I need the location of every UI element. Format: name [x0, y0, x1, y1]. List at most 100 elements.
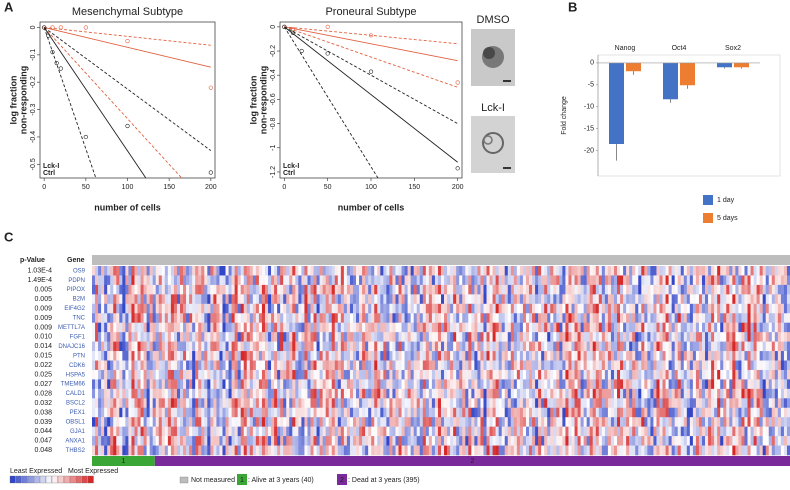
heatmap-cell: [601, 266, 606, 276]
heatmap-cell: [113, 284, 117, 295]
heatmap-cell: [428, 360, 433, 371]
heatmap-cell: [234, 266, 238, 276]
heatmap-cell: [568, 445, 572, 456]
heatmap-cell: [468, 341, 472, 352]
heatmap-cell: [207, 436, 211, 446]
heatmap-cell: [416, 275, 421, 286]
heatmap-cell: [143, 360, 147, 371]
heatmap-cell: [483, 417, 487, 427]
heatmap-cell: [644, 379, 648, 390]
heatmap-cell: [92, 388, 96, 399]
heatmap-cell: [447, 398, 451, 409]
heatmap-cell: [301, 445, 305, 456]
heatmap-cell: [532, 426, 536, 437]
heatmap-cell: [583, 369, 587, 380]
heatmap-cell: [747, 275, 751, 286]
heatmap-cell: [331, 284, 336, 295]
heatmap-cell: [416, 351, 421, 361]
heatmap-cell: [607, 284, 612, 295]
heatmap-cell: [771, 417, 776, 427]
heatmap-cell: [729, 426, 733, 437]
x-tick-label: 200: [205, 184, 217, 191]
heatmap-cell: [698, 284, 703, 295]
heatmap-cell: [510, 398, 515, 409]
heatmap-cell: [395, 294, 399, 305]
heatmap-cell: [422, 341, 427, 352]
heatmap-cell: [568, 379, 572, 390]
heatmap-cell: [592, 426, 597, 437]
heatmap-cell: [122, 436, 126, 446]
heatmap-cell: [325, 341, 330, 352]
heatmap-cell: [613, 351, 618, 361]
heatmap-cell: [762, 407, 767, 418]
heatmap-cell: [613, 417, 618, 427]
heatmap-cell: [744, 388, 748, 399]
heatmap-cell: [170, 407, 175, 418]
heatmap-cell: [683, 284, 688, 295]
heatmap-cell: [522, 303, 527, 314]
heatmap-cell: [765, 388, 770, 399]
heatmap-cell: [192, 426, 196, 437]
heatmap-cell: [231, 379, 235, 390]
heatmap-cell: [462, 379, 466, 390]
y-tick-label: -0.4: [270, 69, 277, 81]
heatmap-cell: [140, 369, 144, 380]
heatmap-cell: [134, 426, 138, 437]
heatmap-cell: [565, 275, 569, 286]
heatmap-cell: [280, 407, 284, 418]
heatmap-cell: [786, 417, 790, 427]
heatmap-cell: [680, 426, 685, 437]
heatmap-cell: [292, 388, 296, 399]
heatmap-cell: [574, 266, 578, 276]
heatmap-cell: [283, 322, 287, 333]
heatmap-cell: [677, 398, 682, 409]
heatmap-cell: [550, 275, 554, 286]
heatmap-cell: [662, 303, 666, 314]
heatmap-cell: [325, 369, 330, 380]
heatmap-cell: [617, 322, 621, 333]
heatmap-cell: [216, 332, 220, 342]
heatmap-cell: [340, 332, 345, 342]
heatmap-cell: [525, 407, 530, 418]
heatmap-cell: [759, 303, 763, 314]
heatmap-cell: [510, 407, 515, 418]
heatmap-cell: [377, 388, 381, 399]
bar: [626, 62, 641, 72]
heatmap-cell: [480, 332, 484, 342]
heatmap-cell: [216, 275, 220, 286]
heatmap-cell: [680, 398, 685, 409]
heatmap-cell: [371, 398, 375, 409]
heatmap-cell: [316, 322, 320, 333]
heatmap-cell: [662, 445, 666, 456]
heatmap-cell: [471, 445, 475, 456]
heatmap-cell: [286, 351, 290, 361]
heatmap-cell: [119, 351, 123, 361]
heatmap-cell: [195, 275, 199, 286]
heatmap-cell: [698, 266, 703, 276]
heatmap-cell: [532, 379, 536, 390]
heatmap-cell: [110, 407, 114, 418]
heatmap-cell: [356, 398, 360, 409]
heatmap-cell: [735, 436, 739, 446]
heatmap-cell: [107, 445, 111, 456]
heatmap-cell: [225, 332, 229, 342]
heatmap-cell: [343, 369, 348, 380]
heatmap-cell: [274, 379, 278, 390]
heatmap-cell: [477, 275, 481, 286]
heatmap-cell: [580, 303, 584, 314]
heatmap-cell: [195, 332, 199, 342]
heatmap-cell: [568, 426, 572, 437]
heatmap-cell: [774, 266, 779, 276]
heatmap-cell: [119, 284, 123, 295]
heatmap-cell: [198, 341, 202, 352]
heatmap-cell: [686, 275, 691, 286]
heatmap-cell: [595, 360, 600, 371]
heatmap-cell: [498, 379, 502, 390]
heatmap-cell: [234, 407, 238, 418]
heatmap-cell: [462, 322, 466, 333]
heatmap-cell: [656, 436, 660, 446]
heatmap-cell: [380, 341, 384, 352]
heatmap-cell: [277, 398, 281, 409]
heatmap-cell: [535, 322, 539, 333]
heatmap-cell: [413, 379, 418, 390]
